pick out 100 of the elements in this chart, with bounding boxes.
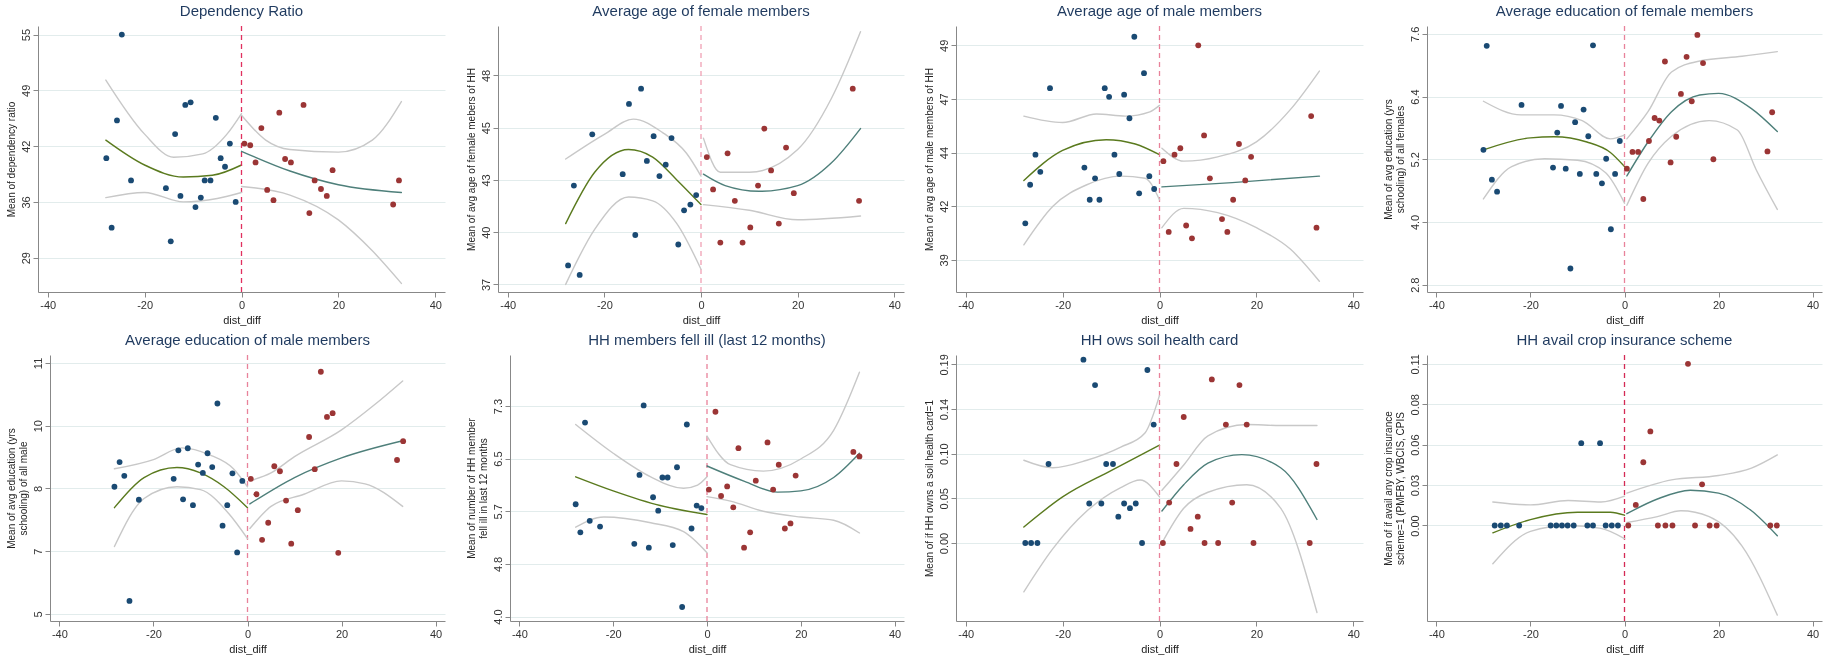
y-tick-label: 7.3 bbox=[491, 398, 504, 415]
point bbox=[103, 155, 110, 162]
chart-title: Average education of female members bbox=[1495, 2, 1754, 20]
point bbox=[241, 140, 248, 147]
point bbox=[311, 466, 318, 473]
point bbox=[232, 198, 239, 205]
point bbox=[741, 544, 747, 551]
point bbox=[1111, 151, 1118, 158]
point bbox=[1597, 440, 1603, 447]
point bbox=[1313, 461, 1320, 467]
point bbox=[693, 502, 700, 509]
x-tick-label: 40 bbox=[1806, 298, 1820, 311]
point bbox=[1115, 513, 1122, 520]
point bbox=[1651, 115, 1658, 121]
line-series bbox=[1492, 524, 1626, 565]
y-tick-label: 55 bbox=[19, 28, 32, 42]
point bbox=[396, 177, 402, 184]
y-tick-label: 5.7 bbox=[491, 504, 504, 520]
point bbox=[182, 102, 189, 108]
line-series bbox=[702, 127, 862, 192]
x-tick-label: 20 bbox=[335, 627, 349, 640]
point bbox=[688, 525, 695, 532]
line-series bbox=[1482, 100, 1626, 140]
point bbox=[781, 525, 788, 532]
point bbox=[675, 241, 682, 248]
point bbox=[1136, 190, 1143, 197]
point bbox=[1623, 165, 1630, 172]
y-tick-label: 4.8 bbox=[491, 556, 504, 573]
x-tick-label: -40 bbox=[958, 298, 975, 311]
chart-title: HH members fell ill (last 12 months) bbox=[588, 331, 826, 349]
point bbox=[1764, 148, 1771, 155]
x-tick-label: 0 bbox=[1156, 298, 1164, 311]
point bbox=[1615, 522, 1621, 529]
point bbox=[687, 201, 694, 208]
point bbox=[163, 185, 169, 192]
y-tick-label: 29 bbox=[19, 252, 32, 265]
point bbox=[1126, 115, 1133, 122]
x-tick-label: 40 bbox=[1347, 627, 1360, 640]
point bbox=[1570, 522, 1577, 529]
point bbox=[1599, 180, 1605, 187]
point bbox=[229, 470, 236, 477]
point bbox=[565, 262, 571, 269]
point bbox=[306, 434, 313, 440]
line-series bbox=[706, 452, 861, 493]
point bbox=[234, 549, 241, 556]
x-tick-label: -20 bbox=[1055, 298, 1072, 311]
y-tick-label: 5.2 bbox=[1408, 152, 1421, 168]
line-series bbox=[706, 371, 861, 472]
point bbox=[108, 224, 115, 231]
point bbox=[1612, 170, 1619, 177]
point bbox=[264, 186, 271, 193]
point bbox=[712, 408, 719, 415]
point bbox=[1567, 265, 1574, 272]
y-tick-label: 48 bbox=[479, 69, 492, 83]
point bbox=[632, 232, 639, 238]
point bbox=[1194, 513, 1201, 520]
chart-title: HH avail crop insurance scheme bbox=[1516, 330, 1733, 348]
point bbox=[1625, 522, 1632, 529]
x-axis-title: dist_diff bbox=[1141, 642, 1180, 655]
point bbox=[1080, 356, 1087, 363]
y-tick-label: 36 bbox=[19, 196, 32, 209]
point bbox=[856, 453, 863, 460]
point bbox=[1654, 522, 1661, 529]
y-axis-title: Mean of if HH owns a soil health card=1 bbox=[923, 399, 935, 578]
y-tick-label: 49 bbox=[937, 39, 950, 52]
x-tick-label: 0 bbox=[1156, 627, 1164, 640]
point bbox=[1683, 53, 1690, 60]
point bbox=[645, 544, 652, 551]
point bbox=[1647, 428, 1654, 435]
x-axis-title: dist_diff bbox=[682, 313, 722, 326]
line-series bbox=[706, 495, 861, 534]
y-tick-label: 44 bbox=[937, 146, 950, 160]
point bbox=[1553, 522, 1560, 529]
point bbox=[1602, 522, 1609, 529]
point bbox=[1037, 168, 1044, 175]
point bbox=[1096, 196, 1103, 203]
x-tick-label: 40 bbox=[429, 298, 442, 311]
y-tick-label: 4.0 bbox=[491, 609, 504, 625]
x-tick-label: 20 bbox=[795, 627, 808, 640]
line-series bbox=[702, 203, 862, 221]
y-axis-title: Mean of avg education (yrs schooling) of all male bbox=[5, 428, 29, 549]
point bbox=[1047, 85, 1053, 92]
point bbox=[1032, 151, 1039, 158]
point bbox=[1173, 461, 1180, 467]
point bbox=[1250, 540, 1257, 546]
point bbox=[1662, 58, 1668, 65]
point bbox=[207, 177, 214, 184]
point bbox=[1116, 171, 1123, 177]
point bbox=[1769, 109, 1776, 116]
point bbox=[747, 529, 754, 536]
x-axis-title: dist_diff bbox=[1141, 313, 1180, 326]
point bbox=[724, 150, 731, 157]
x-tick-label: 20 bbox=[792, 298, 805, 311]
point bbox=[1146, 173, 1153, 180]
point bbox=[1195, 42, 1202, 49]
point bbox=[664, 474, 671, 481]
point bbox=[764, 439, 771, 446]
x-tick-label: 0 bbox=[244, 627, 252, 640]
point bbox=[324, 413, 330, 420]
x-tick-label: 0 bbox=[1621, 298, 1629, 311]
